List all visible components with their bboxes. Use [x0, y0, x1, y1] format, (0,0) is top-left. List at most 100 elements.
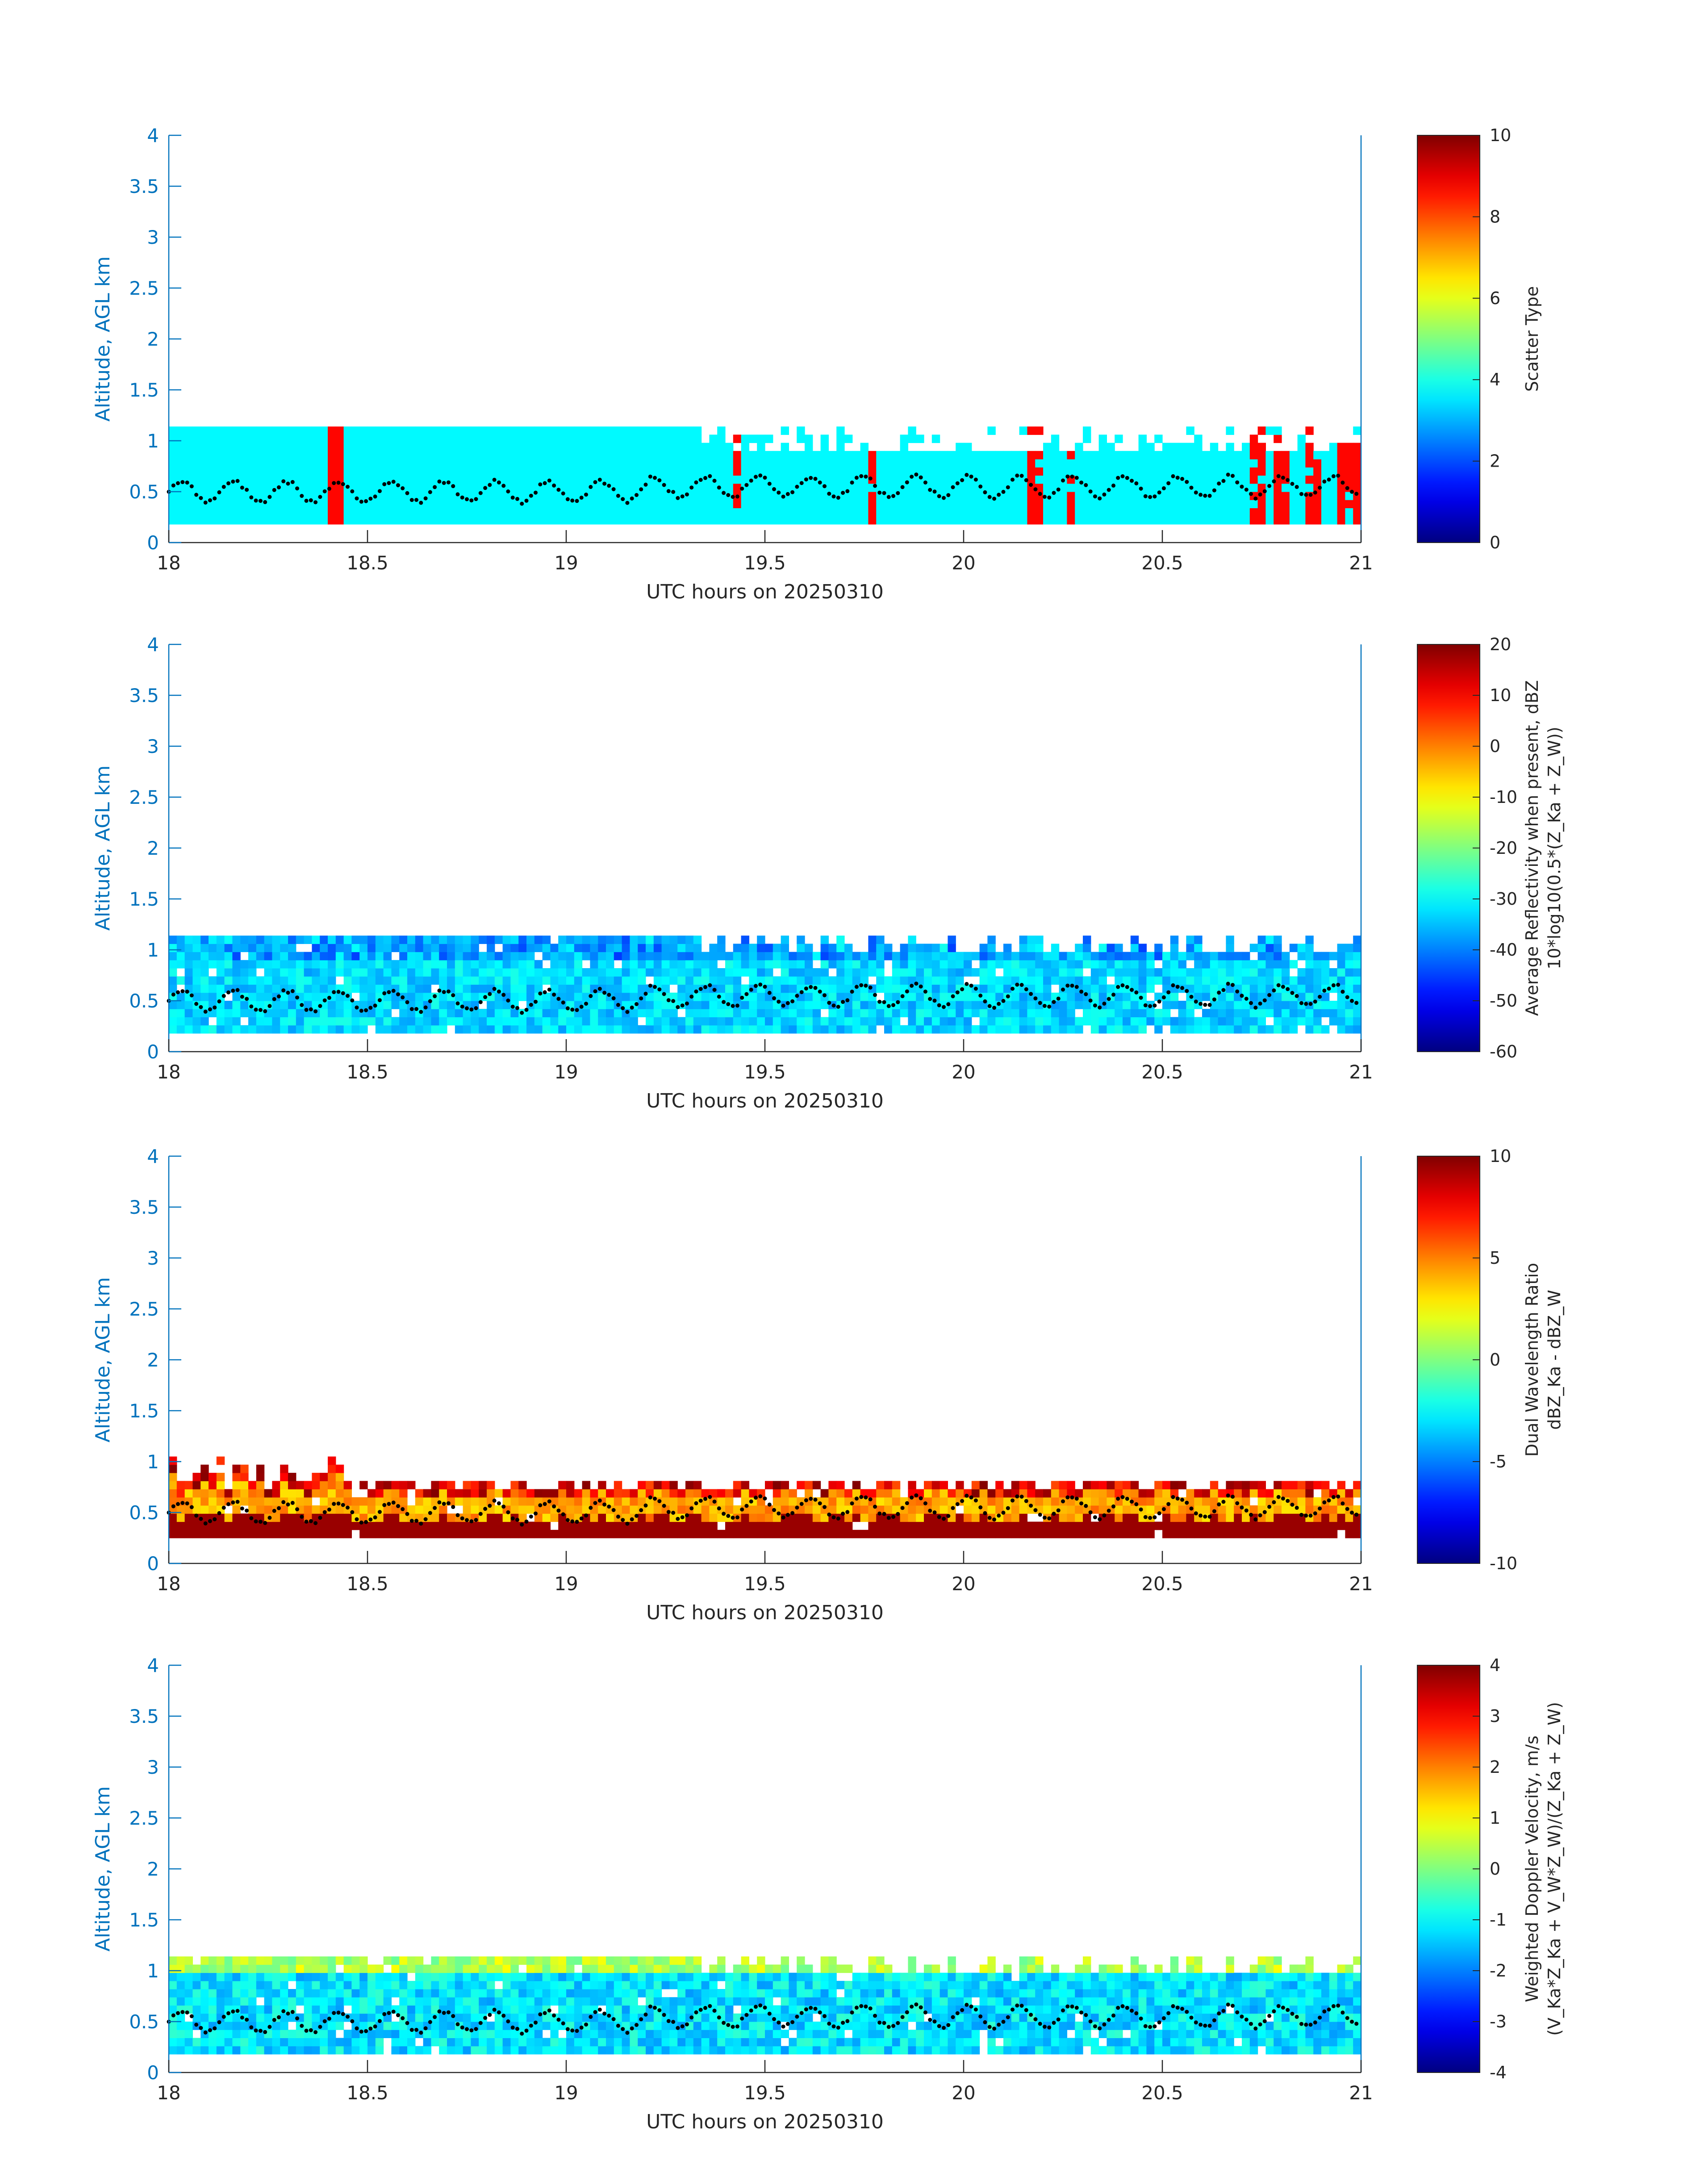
heatmap-cell [1249, 516, 1258, 525]
heatmap-cell [1337, 976, 1345, 985]
heatmap-cell [606, 500, 614, 508]
heatmap-cell [256, 1017, 265, 1026]
heatmap-cell [1329, 976, 1338, 985]
heatmap-cell [1186, 516, 1194, 525]
heatmap-cell [860, 492, 869, 500]
heatmap-cell [502, 984, 511, 993]
marker-dot [937, 494, 941, 498]
marker-dot [373, 1515, 377, 1520]
heatmap-cell [487, 1009, 495, 1017]
heatmap-cell [1321, 1529, 1330, 1538]
heatmap-cell [701, 1489, 710, 1498]
heatmap-cell [383, 976, 392, 985]
marker-dot [240, 994, 244, 999]
heatmap-cell [693, 508, 702, 517]
marker-dot [1175, 476, 1180, 480]
heatmap-cell [1226, 492, 1234, 500]
heatmap-cell [479, 500, 487, 508]
heatmap-cell [614, 1009, 622, 1017]
x-tick-label: 20.5 [1141, 1061, 1183, 1083]
heatmap-cell [916, 1025, 924, 1034]
heatmap-cell [487, 1513, 495, 1522]
heatmap-cell [956, 952, 964, 961]
heatmap-cell [502, 1489, 511, 1498]
heatmap-cell [781, 1017, 789, 1026]
marker-dot [928, 997, 932, 1001]
heatmap-cell [1107, 1001, 1115, 1009]
heatmap-cell [805, 1513, 813, 1522]
heatmap-cell [526, 483, 535, 492]
heatmap-cell [1186, 459, 1194, 468]
heatmap-cell [1194, 500, 1203, 508]
heatmap-cell [812, 1481, 821, 1490]
heatmap-cell [542, 492, 551, 500]
heatmap-cell [192, 1529, 201, 1538]
y-tick-label: 2 [147, 328, 159, 350]
heatmap-cell [224, 516, 233, 525]
heatmap-cell [447, 435, 455, 443]
heatmap-cell [709, 944, 718, 953]
heatmap-cell [494, 459, 503, 468]
heatmap-cell [661, 976, 670, 985]
heatmap-cell [375, 936, 384, 944]
heatmap-cell [391, 435, 400, 443]
heatmap-cell [176, 508, 185, 517]
heatmap-cell [1321, 467, 1330, 476]
heatmap-cell [781, 483, 789, 492]
heatmap-cell [566, 1521, 575, 1530]
heatmap-cell [1107, 467, 1115, 476]
heatmap-cell [184, 976, 193, 985]
heatmap-cell [343, 451, 352, 460]
heatmap-cell [439, 483, 447, 492]
heatmap-cell [717, 1025, 726, 1034]
heatmap-cell [1321, 1481, 1330, 1490]
heatmap-cell [638, 976, 646, 985]
marker-dot [763, 476, 767, 480]
heatmap-cell [908, 426, 916, 435]
heatmap-cell [614, 1521, 622, 1530]
heatmap-cell [232, 944, 241, 953]
heatmap-cell [1090, 992, 1099, 1001]
heatmap-cell [1170, 1513, 1179, 1522]
heatmap-cell [669, 1521, 678, 1530]
heatmap-cell [638, 500, 646, 508]
heatmap-cell [335, 1009, 344, 1017]
heatmap-cell [630, 435, 638, 443]
heatmap-cell [884, 1489, 893, 1498]
heatmap-cell [304, 1481, 312, 1490]
heatmap-cell [892, 1489, 901, 1498]
heatmap-cell [304, 1025, 312, 1034]
heatmap-cell [296, 1529, 305, 1538]
heatmap-cell [502, 1521, 511, 1530]
heatmap-cell [1170, 451, 1179, 460]
heatmap-cell [487, 968, 495, 977]
heatmap-cell [1282, 1009, 1290, 1017]
heatmap-cell [741, 944, 749, 953]
heatmap-cell [1249, 1481, 1258, 1490]
heatmap-cell [272, 516, 280, 525]
heatmap-cell [184, 467, 193, 476]
heatmap-cell [1226, 1001, 1234, 1009]
heatmap-cell [367, 1489, 376, 1498]
heatmap-cell [1329, 459, 1338, 468]
heatmap-cell [590, 426, 598, 435]
marker-dot [423, 496, 428, 501]
heatmap-cell [328, 500, 336, 508]
heatmap-cell [733, 992, 742, 1001]
heatmap-cell [1242, 952, 1250, 961]
heatmap-cell [574, 1017, 583, 1026]
heatmap-cell [1345, 1489, 1353, 1498]
heatmap-cell [1305, 944, 1314, 953]
heatmap-cell [240, 1489, 249, 1498]
heatmap-cell [399, 435, 408, 443]
heatmap-cell [209, 984, 217, 993]
heatmap-cell [630, 984, 638, 993]
heatmap-cell [383, 1001, 392, 1009]
heatmap-cell [320, 1473, 328, 1481]
heatmap-cell [439, 936, 447, 944]
heatmap-cell [1138, 516, 1147, 525]
marker-dot [1276, 983, 1281, 987]
heatmap-cell [1249, 976, 1258, 985]
heatmap-cell [948, 1497, 956, 1506]
heatmap-cell [701, 952, 710, 961]
